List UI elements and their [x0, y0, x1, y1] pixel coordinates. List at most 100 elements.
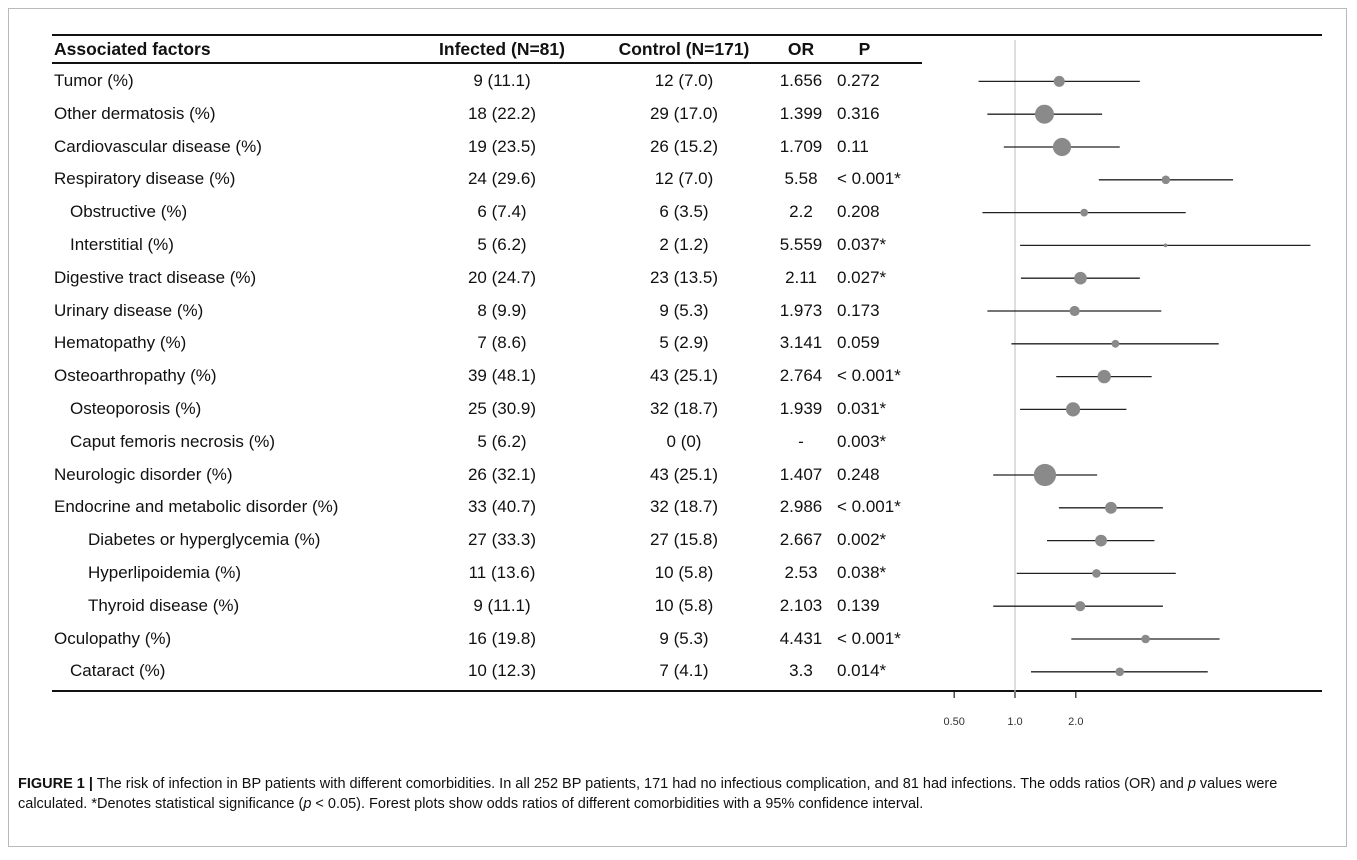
row-p-value: 0.038* [837, 563, 887, 582]
figure-caption: FIGURE 1 | The risk of infection in BP p… [18, 774, 1338, 814]
row-p-value: 0.059 [837, 333, 880, 353]
or-point [1092, 569, 1101, 578]
or-point [1074, 271, 1087, 285]
row-control-value: 2 (1.2) [659, 235, 709, 254]
row-factor-label: Osteoporosis (%) [70, 399, 202, 418]
row-control-value: 43 (25.1) [649, 464, 719, 484]
row-infected-value: 5 (6.2) [477, 235, 527, 254]
comorbidity-table: Associated factors Infected (N=81) Contr… [52, 30, 1322, 760]
table-header-rule [52, 62, 922, 64]
table-row: Interstitial (%) 5 (6.2) 2 (1.2) 5.559 0.037… [52, 230, 922, 259]
header-or: OR [787, 39, 815, 59]
table-bottom-rule [52, 690, 1322, 692]
row-infected-value: 39 (48.1) [467, 366, 537, 386]
row-factor-label: Oculopathy (%) [54, 628, 172, 648]
row-or-value: 1.399 [779, 103, 823, 123]
row-factor-label: Hematopathy (%) [54, 333, 187, 353]
header-infected: Infected (N=81) [439, 39, 565, 59]
row-control-value: 12 (7.0) [654, 71, 714, 90]
row-factor-label: Urinary disease (%) [54, 300, 204, 320]
row-or-value: 1.656 [779, 71, 823, 90]
or-point [1069, 305, 1080, 317]
table-row: Endocrine and metabolic disorder (%) 33 (… [52, 492, 922, 521]
row-or-value: 1.973 [779, 300, 823, 320]
row-control-value: 23 (13.5) [649, 267, 719, 287]
row-or-value: - [798, 431, 804, 451]
or-point [1095, 534, 1107, 547]
or-point [1034, 104, 1054, 124]
row-control-value: 43 (25.1) [649, 366, 719, 386]
row-or-value: 4.431 [779, 628, 823, 648]
row-control-value: 32 (18.7) [649, 399, 719, 418]
row-p-value: 0.031* [837, 399, 887, 418]
row-p-value: 0.002* [837, 530, 887, 550]
row-p-value: 0.248 [837, 464, 880, 484]
row-or-value: 1.709 [779, 136, 823, 156]
row-or-value: 2.764 [779, 366, 823, 386]
or-point [1163, 243, 1168, 248]
row-or-value: 2.53 [784, 563, 818, 582]
table-row: Respiratory disease (%) 24 (29.6) 12 (7.0)… [52, 164, 922, 193]
row-infected-value: 25 (30.9) [467, 399, 537, 418]
table-row: Caput femoris necrosis (%) 5 (6.2) 0 (0) - 0… [52, 427, 922, 456]
caption-p-italic: p [1187, 776, 1196, 792]
table-row: Oculopathy (%) 16 (19.8) 9 (5.3) 4.431 < 0.0… [52, 624, 922, 653]
table-row: Thyroid disease (%) 9 (11.1) 10 (5.8) 2.103… [52, 591, 922, 620]
table-row: Obstructive (%) 6 (7.4) 6 (3.5) 2.2 0.208 [52, 197, 922, 226]
header-control: Control (N=171) [618, 39, 750, 59]
row-or-value: 5.58 [784, 169, 818, 189]
row-infected-value: 27 (33.3) [467, 530, 537, 550]
or-point [1111, 339, 1120, 348]
row-or-value: 2.667 [779, 530, 823, 550]
row-control-value: 10 (5.8) [654, 563, 714, 582]
or-point [1097, 369, 1111, 384]
row-or-value: 2.103 [779, 595, 823, 615]
table-row: Hematopathy (%) 7 (8.6) 5 (2.9) 3.141 0.059 [52, 328, 922, 357]
row-infected-value: 20 (24.7) [467, 267, 537, 287]
row-factor-label: Thyroid disease (%) [88, 595, 240, 615]
or-point [1115, 667, 1125, 677]
row-control-value: 0 (0) [666, 431, 702, 451]
row-infected-value: 26 (32.1) [467, 464, 537, 484]
row-p-value: < 0.001* [837, 628, 901, 648]
row-control-value: 9 (5.3) [659, 628, 709, 648]
row-factor-label: Cataract (%) [70, 661, 166, 681]
or-point [1075, 601, 1086, 612]
table-row: Cataract (%) 10 (12.3) 7 (4.1) 3.3 0.014* [52, 656, 922, 685]
row-control-value: 29 (17.0) [649, 103, 719, 123]
table-row: Hyperlipoidemia (%) 11 (13.6) 10 (5.8) 2.53… [52, 558, 922, 587]
table-row: Digestive tract disease (%) 20 (24.7) 23 (… [52, 263, 922, 292]
axis-tick-label: 1.0 [1007, 716, 1022, 728]
caption-text: The risk of infection in BP patients wit… [92, 776, 1188, 792]
row-control-value: 26 (15.2) [649, 136, 719, 156]
row-infected-value: 9 (11.1) [473, 71, 531, 90]
or-point [1033, 463, 1057, 487]
row-control-value: 9 (5.3) [659, 300, 709, 320]
row-factor-label: Tumor (%) [54, 71, 134, 90]
row-factor-label: Endocrine and metabolic disorder (%) [54, 497, 339, 517]
table-row: Other dermatosis (%) 18 (22.2) 29 (17.0) 1.… [52, 99, 922, 128]
row-infected-value: 5 (6.2) [477, 431, 527, 451]
row-p-value: 0.316 [837, 103, 880, 123]
row-or-value: 1.939 [779, 399, 823, 418]
figure-frame [8, 8, 1347, 847]
caption-p-italic-2: p [303, 796, 312, 812]
row-factor-label: Digestive tract disease (%) [54, 267, 257, 287]
row-factor-label: Hyperlipoidemia (%) [88, 563, 242, 582]
table-row: Neurologic disorder (%) 26 (32.1) 43 (25.1… [52, 460, 922, 489]
row-p-value: 0.037* [837, 235, 887, 254]
row-control-value: 12 (7.0) [654, 169, 714, 189]
row-control-value: 6 (3.5) [659, 202, 709, 222]
or-point [1080, 208, 1089, 217]
axis-tick-label: 0.50 [943, 716, 964, 728]
table-row: Urinary disease (%) 8 (9.9) 9 (5.3) 1.973 0.… [52, 296, 922, 325]
row-p-value: 0.003* [837, 431, 887, 451]
row-p-value: 0.027* [837, 267, 887, 287]
row-infected-value: 24 (29.6) [467, 169, 537, 189]
row-p-value: 0.208 [837, 202, 880, 222]
row-or-value: 3.3 [789, 661, 813, 681]
row-or-value: 2.2 [789, 202, 813, 222]
row-control-value: 10 (5.8) [654, 595, 714, 615]
caption-text-2: values were calculated. *Denotes statist… [18, 776, 1278, 812]
